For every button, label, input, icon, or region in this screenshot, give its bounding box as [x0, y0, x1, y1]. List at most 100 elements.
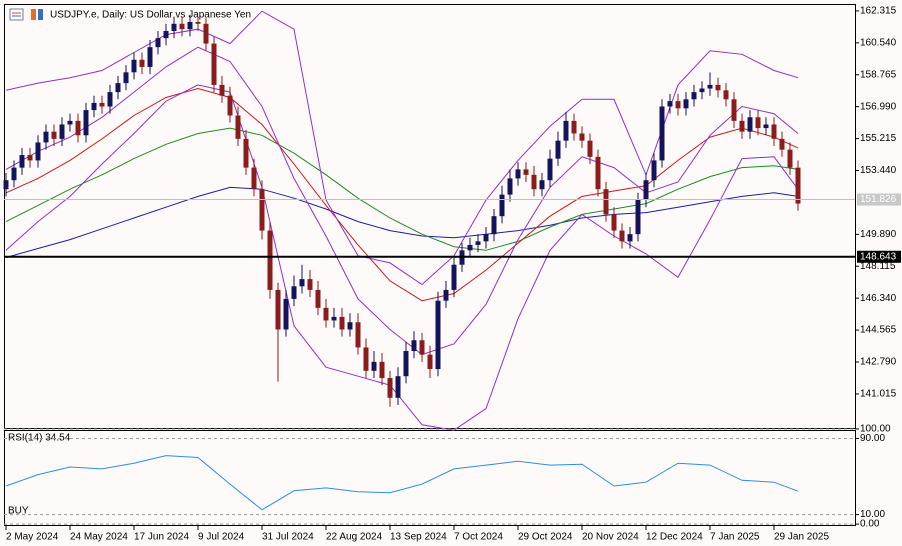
y-tick-label: 156.990: [860, 101, 897, 112]
candle-body: [243, 138, 249, 168]
candle-body: [491, 216, 497, 235]
candle-body: [635, 199, 641, 235]
candle-body: [523, 169, 529, 175]
candle-body: [187, 21, 193, 30]
candle-body: [539, 180, 545, 190]
candle-body: [339, 316, 345, 330]
candle-body: [275, 289, 281, 330]
candle-body: [259, 189, 265, 231]
candle-body: [507, 178, 513, 195]
x-tick-label: 7 Jan 2025: [710, 532, 760, 543]
annotation: BUY: [8, 506, 29, 517]
candle-body: [139, 59, 145, 67]
candle-body: [787, 149, 793, 168]
candle-body: [203, 23, 209, 44]
candle-body: [779, 138, 785, 150]
icon: [9, 8, 24, 21]
candle-body: [659, 106, 665, 161]
candle-body: [131, 59, 137, 73]
candle-body: [219, 84, 225, 96]
y-tick-label: 160.540: [860, 37, 897, 48]
candle-body: [795, 167, 801, 204]
x-tick-label: 29 Oct 2024: [518, 532, 573, 543]
candle-body: [155, 38, 161, 48]
x-tick-label: 24 May 2024: [70, 532, 128, 543]
candle-body: [235, 115, 241, 139]
y-tick-label: 155.215: [860, 133, 897, 144]
candle-body: [411, 340, 417, 352]
candle-body: [603, 189, 609, 215]
rsi-pane-border: [4, 430, 856, 526]
line: [5, 84, 799, 431]
candle-body: [499, 194, 505, 217]
y-tick-label: 142.790: [860, 357, 897, 368]
candle-body: [579, 133, 585, 141]
candle-body: [227, 95, 233, 116]
line: [5, 455, 799, 511]
candle-body: [91, 102, 97, 111]
candle-body: [123, 72, 129, 84]
candle-body: [291, 286, 297, 299]
candle-body: [99, 102, 105, 107]
y-tick-label: 162.315: [860, 6, 897, 17]
candle-body: [699, 88, 705, 93]
candle-body: [427, 354, 433, 370]
candle-body: [347, 322, 353, 330]
level-label-box: [857, 250, 901, 263]
candle-body: [195, 21, 201, 24]
candle-body: [555, 140, 561, 159]
y-tick-label: 146.340: [860, 293, 897, 304]
chart-title: USDJPY.e, Daily: US Dollar vs Japanese Y…: [50, 10, 251, 21]
candle-body: [403, 351, 409, 377]
x-tick-label: 31 Jul 2024: [262, 532, 314, 543]
candle-body: [675, 101, 681, 109]
candle-body: [483, 234, 489, 242]
y-tick-label: 100.00: [860, 424, 891, 435]
candle-body: [11, 167, 17, 181]
candle-body: [531, 174, 537, 190]
candle-body: [371, 361, 377, 371]
candle-body: [323, 307, 329, 321]
y-tick-label: 10.00: [860, 509, 885, 520]
y-tick-label: 90.00: [860, 433, 885, 444]
level-label: 148.643: [860, 251, 897, 262]
candle-body: [59, 124, 65, 139]
candle-body: [35, 142, 41, 161]
candle-body: [115, 83, 121, 93]
y-tick-label: 148.115: [860, 261, 896, 272]
candle-body: [27, 155, 33, 161]
candle-body: [3, 180, 9, 190]
x-tick-label: 7 Oct 2024: [454, 532, 503, 543]
candle-body: [563, 120, 569, 141]
candle-body: [315, 289, 321, 308]
candle-body: [299, 279, 305, 287]
candle-body: [363, 347, 369, 371]
x-tick-label: 9 Jul 2024: [198, 532, 245, 543]
candle-body: [467, 244, 473, 251]
candle-body: [755, 117, 761, 129]
candle-body: [683, 99, 689, 109]
candle-body: [571, 120, 577, 134]
y-tick-label: 153.440: [860, 165, 897, 176]
candle-body: [475, 241, 481, 245]
candle-body: [267, 230, 273, 290]
candle-body: [331, 316, 337, 321]
candle-body: [731, 99, 737, 121]
icon: [38, 9, 43, 20]
candle-body: [283, 298, 289, 330]
x-tick-label: 13 Sep 2024: [390, 532, 447, 543]
candle-body: [747, 117, 753, 132]
candle-body: [451, 264, 457, 290]
candle-body: [595, 156, 601, 190]
candle-body: [163, 30, 169, 39]
last-price-box: [857, 193, 901, 206]
candle-body: [763, 124, 769, 129]
candle-body: [355, 322, 361, 348]
icon: [31, 9, 36, 20]
candle-body: [43, 131, 49, 143]
candle-body: [611, 214, 617, 231]
line: [5, 87, 799, 302]
y-tick-label: 149.890: [860, 229, 897, 240]
candle-body: [419, 340, 425, 355]
